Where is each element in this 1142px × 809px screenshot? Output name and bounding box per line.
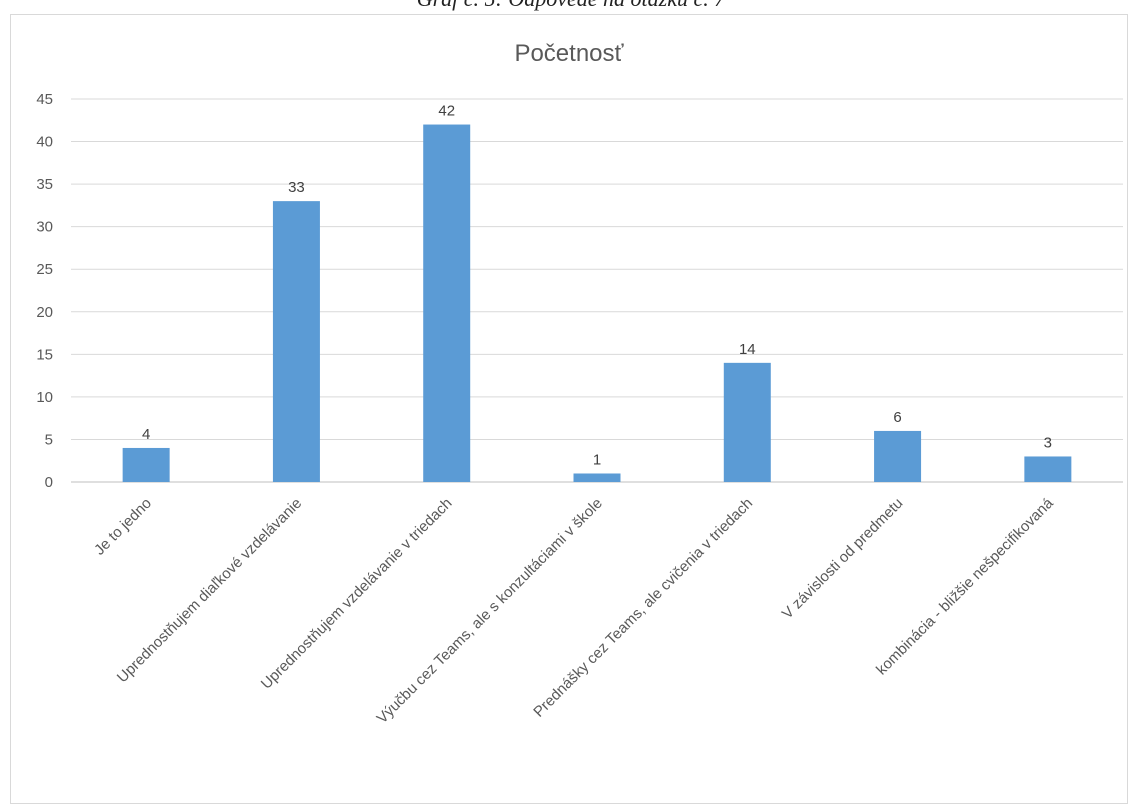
y-axis-ticks: 0 5 10 15 20 25 30 35 40 45 (36, 91, 53, 491)
bar (272, 201, 320, 482)
chart-title: Početnosť (514, 40, 624, 67)
category-label: Je to jedno (91, 495, 155, 559)
data-label: 42 (438, 103, 455, 120)
data-label: 4 (142, 426, 150, 443)
y-tick-label: 35 (36, 176, 53, 193)
y-tick-label: 25 (36, 261, 53, 278)
data-labels: 4 33 42 1 14 6 3 (142, 103, 1052, 469)
data-label: 14 (739, 341, 756, 358)
gridlines (71, 98, 1123, 483)
bar (874, 430, 922, 482)
category-label: Uprednostňujem diaľkové vzdelávanie (114, 495, 305, 686)
chart-area: 0 5 10 15 20 25 30 35 40 45 4 33 42 1 14 6 3 Je to jedn… (10, 14, 1128, 804)
data-label: 6 (893, 409, 901, 426)
data-label: 3 (1044, 434, 1052, 451)
bar (723, 362, 771, 482)
category-label: kombinácia - bližšie nešpecifikovaná (873, 494, 1057, 678)
bar-chart: 0 5 10 15 20 25 30 35 40 45 4 33 42 1 14 6 3 Je to jedn… (36, 40, 1123, 727)
y-tick-label: 30 (36, 219, 53, 236)
y-tick-label: 20 (36, 304, 53, 321)
bar (122, 447, 170, 482)
category-label: V závislosti od predmetu (779, 495, 907, 623)
bars (122, 124, 1072, 483)
y-tick-label: 45 (36, 91, 53, 108)
data-label: 33 (288, 179, 305, 196)
y-tick-label: 5 (45, 431, 53, 448)
y-tick-label: 10 (36, 389, 53, 406)
bar (423, 124, 471, 483)
bar (573, 473, 621, 482)
data-label: 1 (593, 451, 601, 468)
y-tick-label: 15 (36, 346, 53, 363)
y-tick-label: 40 (36, 134, 53, 151)
figure-caption: Graf č. 5: Odpovede na otázku č. 7 (0, 0, 1142, 12)
bar (1024, 456, 1072, 482)
y-tick-label: 0 (45, 474, 53, 491)
